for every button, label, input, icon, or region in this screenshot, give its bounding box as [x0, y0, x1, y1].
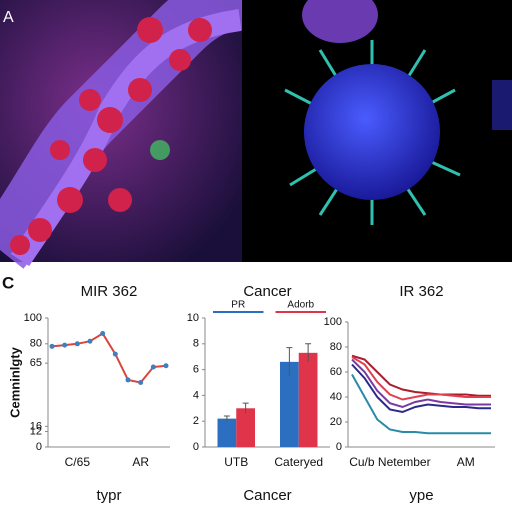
y-tick-label: 80 [330, 341, 342, 353]
marker [87, 338, 93, 344]
x-axis-label: ype [409, 487, 433, 504]
chart-title: Cancer [243, 283, 291, 300]
x-tick-label: Cu/b Netember [349, 455, 430, 469]
panel-label: A [3, 9, 14, 26]
y-tick-label: 20 [330, 416, 342, 428]
legend-label: PR [231, 300, 245, 311]
marker [150, 364, 156, 370]
marker [112, 351, 118, 357]
marker [100, 330, 106, 336]
error-bar [305, 343, 312, 362]
line [351, 374, 491, 435]
bar [236, 408, 255, 447]
y-tick-label: 4 [193, 389, 199, 401]
y-tick-label: 65 [30, 357, 42, 369]
legend-label: Adorb [287, 300, 314, 311]
y-tick-label: 80 [30, 338, 42, 350]
line [351, 363, 491, 414]
y-tick-label: 8 [193, 338, 199, 350]
y-tick-label: 2 [193, 415, 199, 427]
x-tick-label: AR [132, 455, 149, 469]
y-tick-label: 40 [330, 391, 342, 403]
bar [217, 418, 237, 447]
line [351, 358, 491, 409]
y-tick-label: 6 [193, 364, 199, 376]
line [51, 332, 167, 384]
y-tick-label: 100 [24, 312, 42, 324]
y-tick-label: 0 [36, 441, 42, 453]
error-bar [242, 402, 249, 414]
y-tick-label: 0 [193, 441, 199, 453]
marker [163, 363, 169, 369]
error-bar [223, 415, 230, 422]
x-tick-label: C/65 [65, 455, 91, 469]
y-tick-label: 100 [324, 316, 342, 328]
marker [74, 341, 80, 347]
x-tick-label: AM [457, 455, 475, 469]
marker [138, 380, 144, 385]
error-bar [286, 347, 293, 377]
y-tick-label: 10 [187, 312, 199, 324]
panel-a-image [0, 0, 512, 269]
line [351, 356, 491, 401]
bar [280, 361, 299, 447]
marker [125, 377, 131, 383]
x-axis-label: typr [96, 487, 121, 504]
panel-label: C [2, 273, 14, 292]
y-tick-label: 12 [30, 425, 42, 437]
y-tick-label: 16 [30, 420, 42, 432]
chart-title: MIR 362 [81, 283, 138, 300]
y-tick-label: 0 [336, 441, 342, 453]
y-axis-label: Cemninlgty [7, 346, 22, 418]
x-axis-label: Cancer [243, 487, 291, 504]
marker [49, 343, 55, 349]
bar [298, 352, 318, 447]
chart-title: IR 362 [399, 283, 443, 300]
marker [62, 342, 68, 348]
y-tick-label: 60 [330, 366, 342, 378]
x-tick-label: UTB [224, 455, 248, 469]
x-tick-label: Cateryed [274, 455, 323, 469]
line [351, 354, 491, 397]
